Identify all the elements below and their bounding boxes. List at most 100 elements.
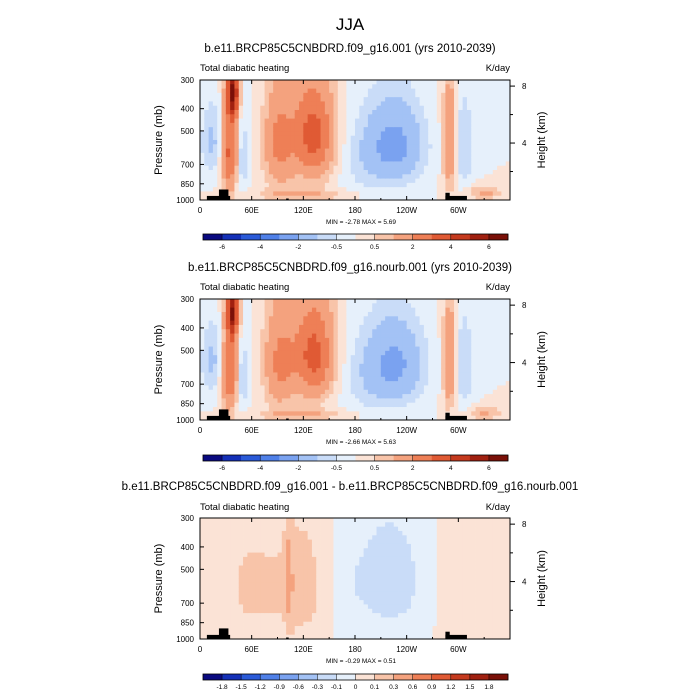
field-cell	[497, 398, 502, 404]
field-cell	[221, 617, 227, 623]
field-cell	[346, 376, 352, 382]
field-cell	[432, 355, 438, 360]
field-cell	[234, 407, 240, 412]
field-cell	[454, 368, 459, 373]
field-cell	[484, 359, 489, 365]
field-cell	[363, 195, 369, 201]
field-cell	[247, 324, 253, 330]
field-cell	[380, 342, 386, 347]
field-cell	[260, 350, 265, 356]
field-cell	[398, 337, 403, 343]
field-cell	[264, 299, 270, 304]
field-cell	[484, 191, 489, 197]
field-cell	[372, 372, 377, 378]
field-cell	[419, 368, 425, 373]
field-cell	[497, 320, 502, 326]
field-cell	[234, 556, 240, 562]
field-cell	[471, 165, 476, 171]
field-cell	[255, 182, 261, 188]
field-cell	[264, 127, 270, 132]
field-cell	[234, 105, 240, 111]
field-cell	[320, 337, 326, 343]
field-cell	[398, 363, 403, 369]
field-cell	[346, 118, 352, 124]
field-cell	[277, 97, 283, 102]
field-cell	[217, 161, 222, 167]
field-cell	[212, 608, 218, 614]
field-cell	[238, 161, 244, 167]
field-cell	[445, 342, 451, 347]
field-cell	[294, 157, 300, 162]
field-cell	[501, 122, 507, 128]
field-cell	[350, 174, 356, 179]
field-cell	[212, 157, 218, 162]
field-cell	[393, 355, 399, 360]
field-cell	[385, 105, 390, 111]
field-cell	[208, 333, 214, 339]
field-cell	[264, 600, 270, 605]
field-cell	[286, 363, 291, 369]
field-cell	[238, 613, 244, 618]
field-cell	[398, 131, 403, 137]
field-cell	[419, 157, 425, 162]
field-cell	[475, 178, 481, 184]
field-cell	[393, 110, 399, 115]
field-cell	[255, 122, 261, 128]
field-cell	[488, 135, 494, 141]
field-cell	[376, 355, 382, 360]
field-cell	[299, 376, 304, 382]
field-cell	[212, 178, 218, 184]
field-cell	[294, 530, 300, 536]
field-cell	[363, 385, 369, 391]
field-cell	[204, 84, 210, 89]
field-cell	[303, 92, 309, 98]
field-cell	[449, 394, 455, 399]
field-cell	[492, 157, 498, 162]
field-cell	[346, 135, 352, 141]
field-cell	[320, 303, 326, 309]
field-cell	[492, 140, 498, 145]
field-cell	[363, 376, 369, 382]
field-cell	[376, 122, 382, 128]
field-cell	[389, 92, 395, 98]
field-cell	[247, 565, 253, 571]
field-cell	[217, 148, 222, 154]
field-cell	[200, 363, 205, 369]
field-cell	[303, 299, 309, 304]
field-cell	[234, 411, 240, 417]
field-cell	[337, 381, 343, 386]
field-cell	[454, 363, 459, 369]
field-cell	[251, 324, 257, 330]
field-cell	[299, 333, 304, 339]
field-cell	[204, 92, 210, 98]
field-cell	[402, 97, 408, 102]
field-cell	[225, 337, 231, 343]
field-cell	[303, 394, 309, 399]
field-cell	[230, 621, 235, 627]
topography-block	[218, 409, 229, 420]
field-cell	[333, 385, 339, 391]
field-cell	[389, 333, 395, 339]
field-cell	[260, 595, 265, 601]
field-cell	[316, 110, 321, 115]
field-cell	[324, 303, 330, 309]
field-cell	[497, 148, 502, 154]
field-cell	[441, 135, 446, 141]
field-cell	[311, 626, 317, 631]
field-cell	[398, 398, 403, 404]
field-cell	[441, 355, 446, 360]
field-cell	[281, 368, 287, 373]
field-cell	[393, 337, 399, 343]
field-cell	[221, 337, 227, 343]
field-cell	[410, 187, 416, 192]
field-cell	[311, 621, 317, 627]
field-cell	[415, 311, 420, 317]
field-cell	[372, 97, 377, 102]
field-cell	[204, 324, 210, 330]
field-cell	[497, 389, 502, 395]
field-cell	[273, 105, 278, 111]
field-cell	[311, 97, 317, 102]
x-tick-label: 60E	[245, 206, 259, 215]
field-cell	[268, 522, 274, 528]
field-cell	[311, 127, 317, 132]
